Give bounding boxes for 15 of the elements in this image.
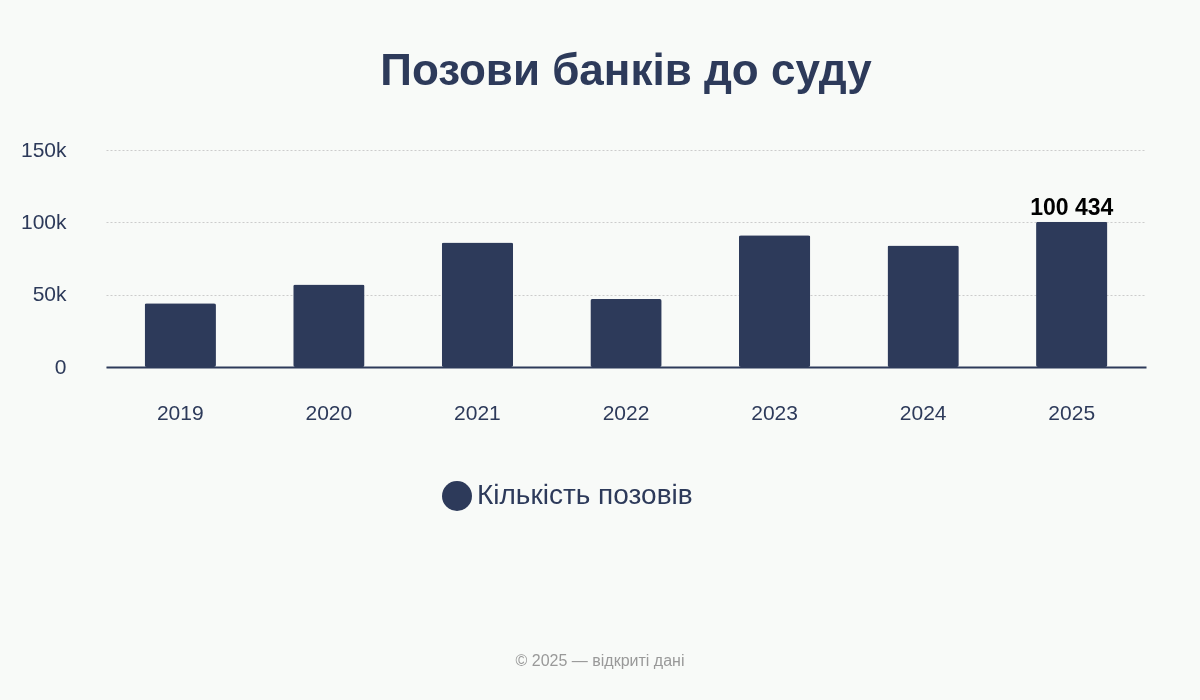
- legend-label: Кількість позовів: [477, 479, 693, 510]
- x-tick-label: 2020: [305, 400, 353, 424]
- chart-title: Позови банків до суду: [380, 45, 873, 94]
- x-tick-label: 2025: [1048, 400, 1096, 424]
- y-tick-label: 150k: [20, 137, 67, 161]
- x-tick-label: 2021: [454, 400, 501, 424]
- text: © 2025 — відкриті дані: [514, 652, 686, 670]
- y-tick-label: 0: [54, 354, 67, 378]
- x-tick-label: 2022: [602, 400, 650, 424]
- y-tick-label: 100k: [20, 209, 67, 233]
- y-tick-label: 50k: [32, 282, 67, 306]
- x-tick-label: 2023: [751, 400, 798, 424]
- data-label: 100 434: [1030, 193, 1114, 220]
- x-tick-label: 2024: [899, 400, 947, 424]
- x-tick-label: 2019: [156, 400, 204, 424]
